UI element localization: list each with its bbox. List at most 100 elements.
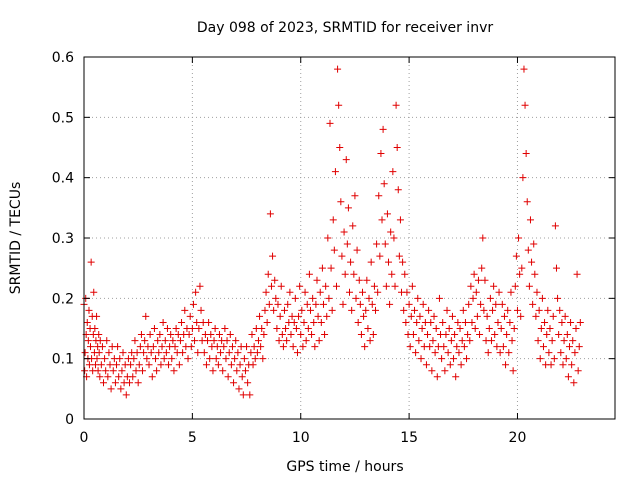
data-point: [220, 343, 228, 351]
data-point: [460, 343, 468, 351]
data-point: [498, 300, 506, 308]
data-point: [221, 325, 229, 332]
data-point: [130, 355, 138, 363]
data-point: [369, 331, 377, 339]
data-point: [533, 288, 541, 296]
data-point: [256, 312, 264, 320]
data-point: [561, 312, 569, 320]
data-point: [286, 288, 294, 296]
data-point: [424, 331, 432, 339]
data-points: [80, 65, 584, 399]
data-point: [143, 355, 151, 363]
data-point: [359, 288, 367, 296]
data-point: [137, 331, 145, 339]
data-point: [545, 349, 553, 357]
data-point: [109, 367, 117, 375]
data-point: [340, 228, 348, 236]
data-point: [536, 355, 544, 363]
data-point: [570, 379, 578, 387]
data-point: [230, 379, 238, 387]
data-point: [418, 325, 426, 332]
data-point: [126, 379, 134, 387]
data-point: [200, 349, 208, 357]
data-point: [105, 349, 113, 357]
data-point: [365, 294, 373, 302]
data-point: [465, 300, 473, 308]
data-point: [300, 318, 308, 326]
data-point: [258, 325, 266, 332]
data-point: [562, 355, 570, 363]
data-point: [343, 240, 351, 248]
data-point: [186, 312, 194, 320]
data-point: [284, 300, 292, 308]
data-point: [259, 355, 267, 363]
data-point: [115, 373, 123, 381]
data-point: [458, 337, 466, 345]
data-point: [204, 337, 212, 345]
data-point: [520, 65, 528, 73]
data-point: [368, 300, 376, 308]
data-point: [93, 355, 101, 363]
data-point: [499, 343, 507, 351]
data-point: [330, 246, 338, 254]
data-point: [447, 337, 455, 345]
data-point: [159, 318, 167, 326]
data-point: [257, 343, 265, 351]
data-point: [239, 391, 247, 399]
data-point: [301, 288, 309, 296]
data-point: [327, 264, 335, 272]
data-point: [196, 282, 204, 290]
data-point: [334, 65, 342, 73]
data-point: [476, 331, 484, 339]
data-point: [451, 331, 459, 339]
data-point: [444, 349, 452, 357]
data-point: [197, 306, 205, 314]
data-point: [114, 343, 122, 351]
data-point: [87, 343, 95, 351]
data-point: [408, 282, 416, 290]
data-point: [233, 367, 241, 375]
data-point: [441, 367, 449, 375]
data-point: [238, 373, 246, 381]
data-point: [83, 318, 91, 326]
data-point: [483, 312, 491, 320]
data-point: [127, 361, 135, 369]
data-point: [292, 325, 300, 332]
data-point: [323, 312, 331, 320]
data-point: [93, 312, 101, 320]
data-point: [419, 300, 427, 308]
data-point: [455, 349, 463, 357]
data-point: [417, 355, 425, 363]
data-point: [310, 318, 318, 326]
data-point: [309, 294, 317, 302]
data-point: [413, 318, 421, 326]
data-point: [152, 355, 160, 363]
data-point: [537, 325, 545, 332]
data-point: [356, 300, 364, 308]
data-point: [352, 294, 360, 302]
data-point: [489, 306, 497, 314]
data-point: [295, 312, 303, 320]
data-point: [279, 343, 287, 351]
data-point: [243, 343, 251, 351]
data-point: [228, 343, 236, 351]
data-point: [247, 349, 255, 357]
data-point: [85, 306, 93, 314]
data-point: [131, 337, 139, 345]
data-point: [261, 306, 269, 314]
data-point: [563, 331, 571, 339]
data-point: [502, 361, 510, 369]
data-point: [293, 349, 301, 357]
data-point: [101, 355, 109, 363]
data-point: [355, 276, 363, 284]
data-point: [276, 312, 284, 320]
data-point: [338, 252, 346, 260]
data-point: [161, 337, 169, 345]
data-point: [406, 343, 414, 351]
data-point: [380, 180, 388, 188]
data-point: [96, 373, 104, 381]
data-point: [222, 355, 230, 363]
data-point: [364, 325, 372, 332]
data-point: [385, 258, 393, 266]
data-point: [317, 318, 325, 326]
